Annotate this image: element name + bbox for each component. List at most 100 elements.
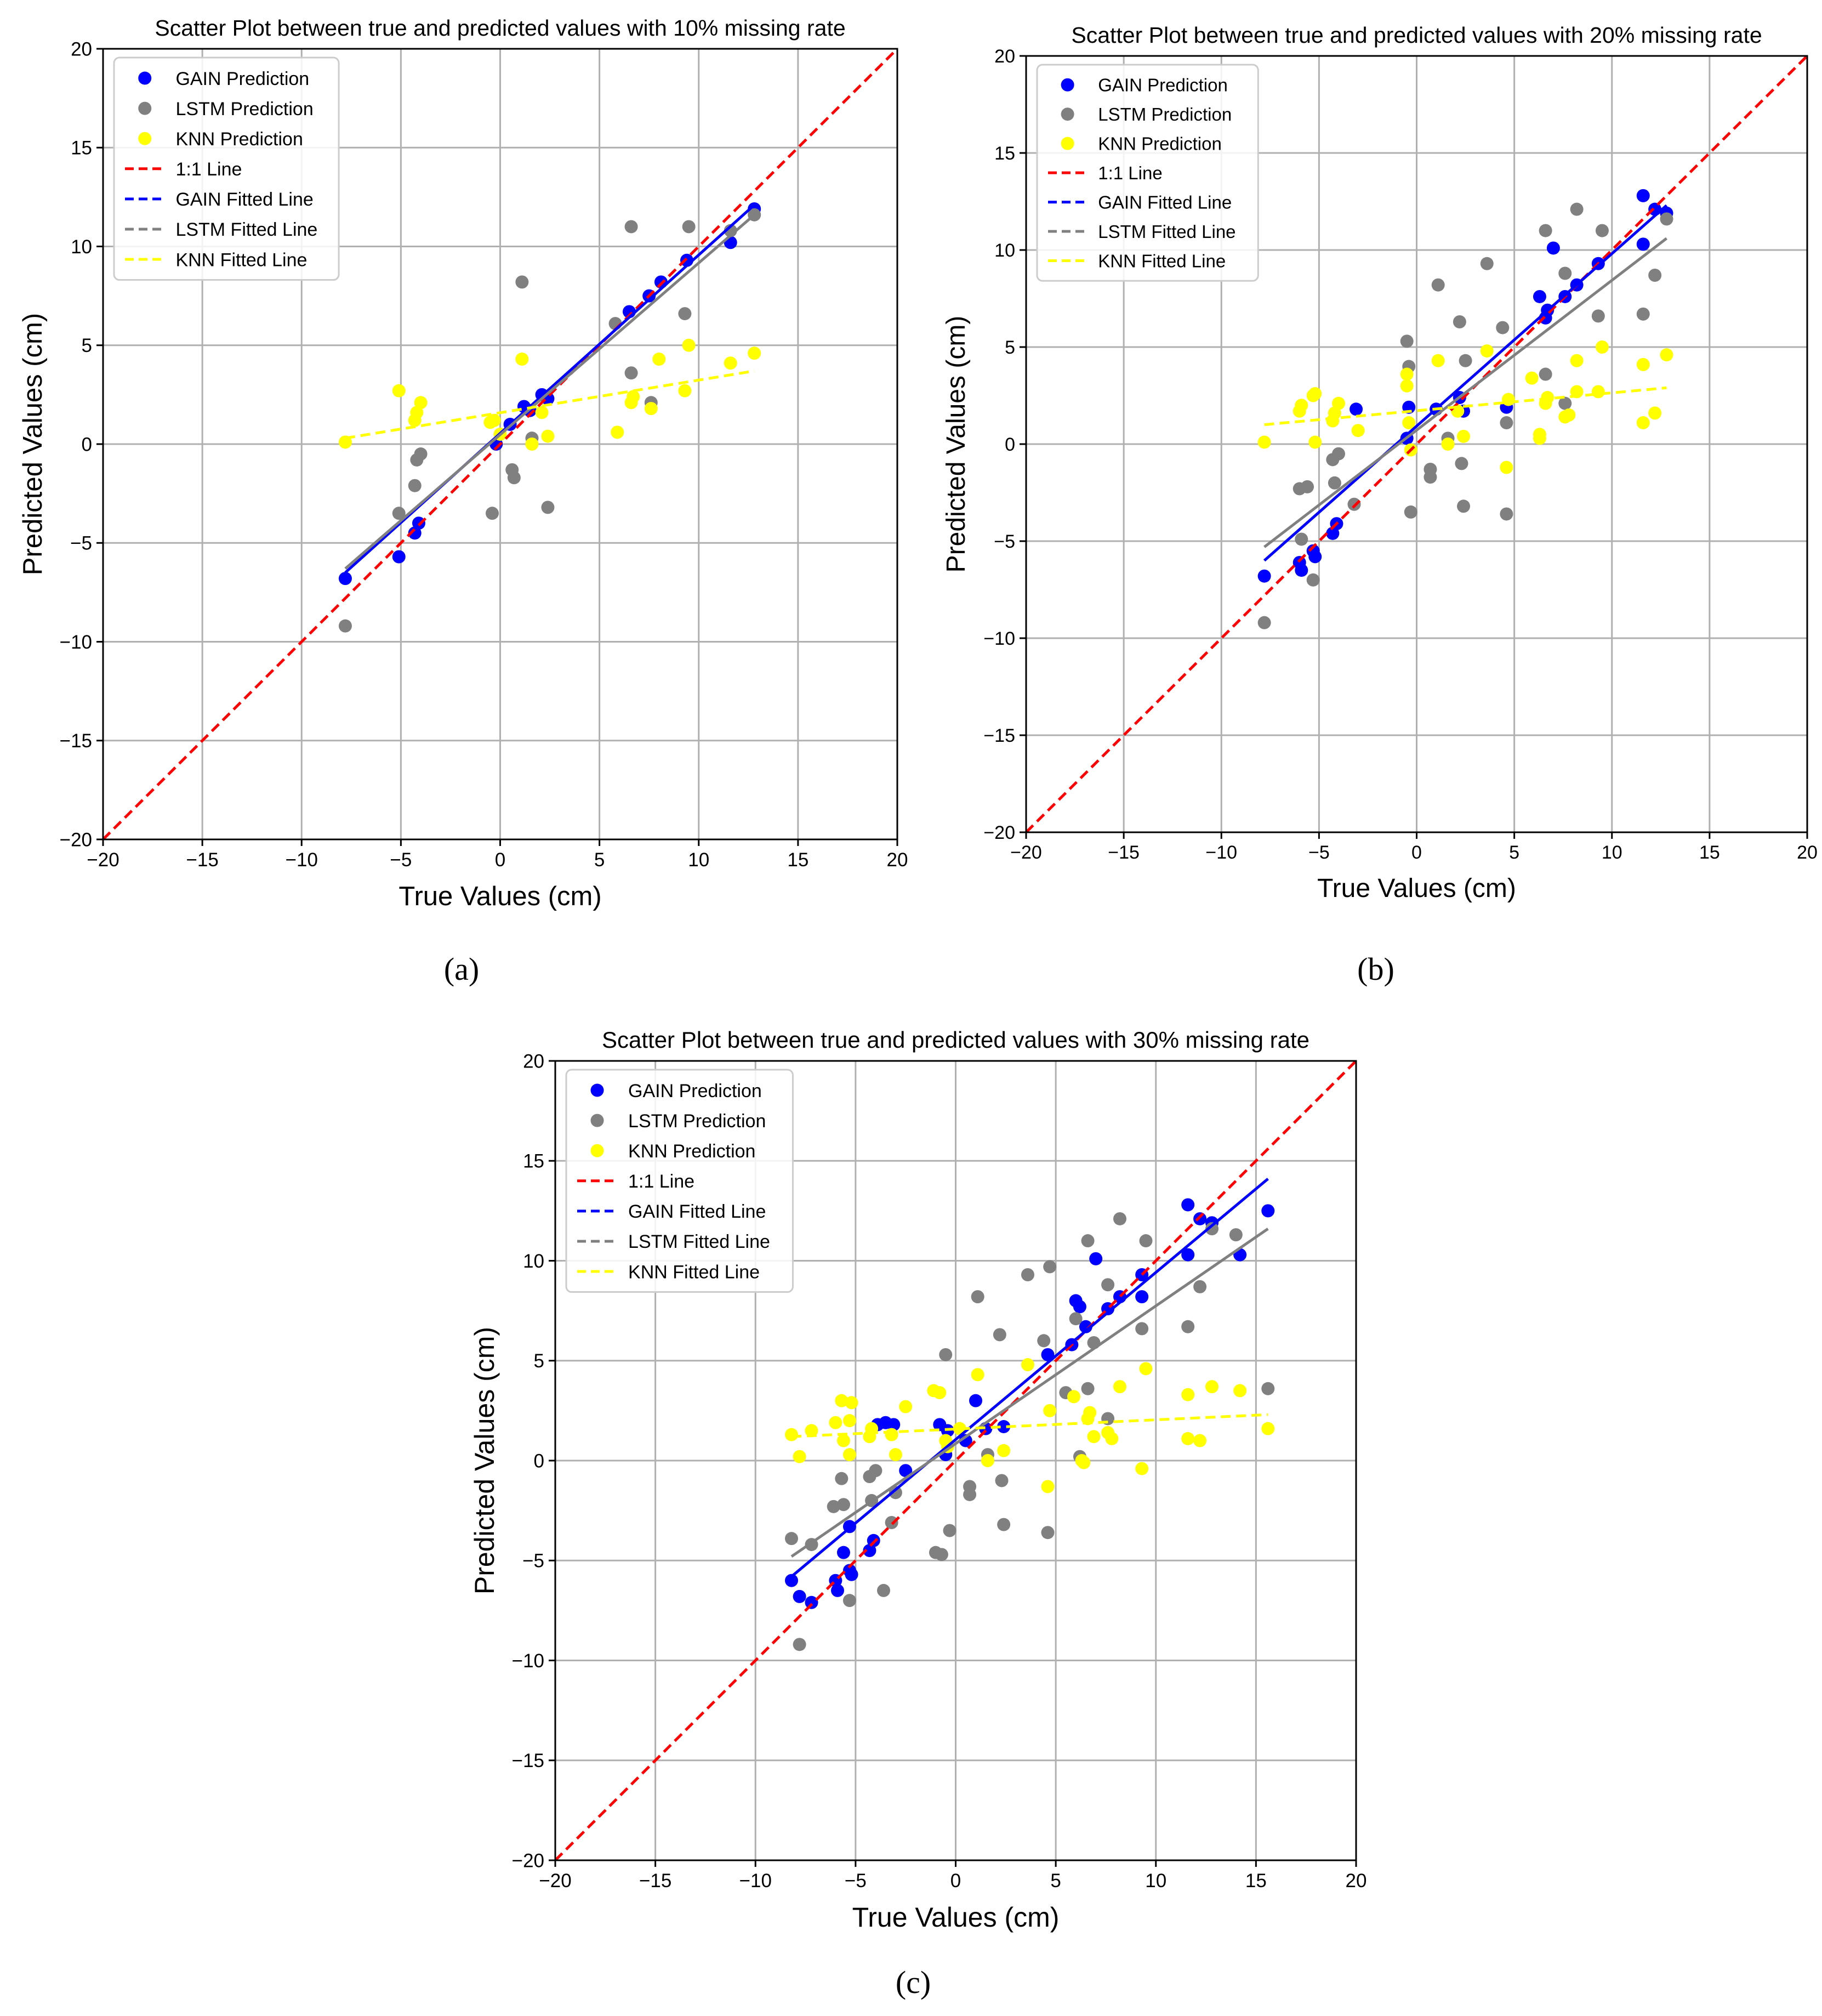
knn-prediction-point: [1067, 1390, 1080, 1404]
lstm-prediction-point: [1101, 1278, 1115, 1292]
legend-label: KNN Prediction: [1098, 134, 1222, 154]
y-tick-label: −5: [994, 531, 1015, 552]
knn-prediction-point: [1041, 1480, 1055, 1493]
knn-prediction-point: [1181, 1432, 1195, 1445]
panel-label-c: (c): [896, 1964, 931, 2000]
legend-label: LSTM Prediction: [628, 1111, 766, 1132]
gain-prediction-point: [1181, 1198, 1195, 1212]
gain-prediction-point: [899, 1464, 913, 1478]
lstm-prediction-point: [1595, 224, 1609, 237]
gain-prediction-point: [863, 1544, 876, 1558]
gain-prediction-point: [793, 1589, 806, 1603]
legend: GAIN Prediction LSTM Prediction KNN Predic…: [565, 1069, 794, 1293]
lstm-prediction-point: [1043, 1260, 1057, 1274]
knn-prediction-point: [1083, 1406, 1097, 1419]
y-tick-label: 20: [523, 1050, 544, 1072]
gain-prediction-point: [1135, 1290, 1149, 1304]
gain-prediction-point: [887, 1418, 901, 1432]
gain-prediction-point: [338, 572, 352, 586]
chart-title: Scatter Plot between true and predicted …: [602, 1027, 1309, 1053]
lstm-prediction-point: [682, 220, 696, 234]
lstm-prediction-point: [869, 1464, 882, 1478]
lstm-prediction-point: [935, 1548, 948, 1561]
data-layer: [555, 1061, 1356, 1860]
y-axis-label: Predicted Values (cm): [18, 313, 48, 575]
lstm-prediction-point: [836, 1498, 850, 1512]
panel-b: −20−20 −15 −15 −10 −10 −5 −5 0 0 5 5 10 10 15 15 20 20 Sc…: [942, 22, 1818, 903]
y-tick-label: 5: [1005, 337, 1015, 358]
x-tick-label: −10: [739, 1870, 772, 1892]
lstm-prediction-point: [1081, 1382, 1095, 1395]
knn-prediction-point: [1501, 393, 1515, 406]
knn-prediction-point: [1021, 1358, 1034, 1372]
legend: GAIN Prediction LSTM Prediction KNN Predic…: [113, 56, 340, 281]
knn-prediction-point: [1562, 408, 1576, 422]
knn-prediction-point: [1135, 1462, 1149, 1475]
lstm-prediction-point: [507, 471, 521, 485]
gain-prediction-point: [412, 516, 425, 530]
knn-prediction-point: [1595, 340, 1609, 354]
lstm-prediction-point: [1261, 1382, 1275, 1395]
x-tick-label: −20: [539, 1870, 571, 1892]
lstm-prediction-point: [1295, 532, 1308, 546]
x-tick-label: 20: [887, 849, 908, 871]
y-tick-label: 15: [523, 1151, 544, 1172]
gain-prediction-point: [1261, 1204, 1275, 1218]
x-tick-label: −5: [845, 1870, 867, 1892]
gain-prediction-point: [1350, 402, 1363, 416]
y-tick-label: −5: [70, 533, 92, 554]
x-tick-label: 5: [1050, 1870, 1061, 1892]
lstm-prediction-point: [1455, 457, 1468, 470]
knn-prediction-point: [845, 1396, 858, 1410]
lstm-prediction-point: [1181, 1320, 1195, 1333]
gain-prediction-point: [1533, 289, 1546, 303]
chart-title: Scatter Plot between true and predicted …: [1071, 22, 1762, 48]
legend-marker-gain-prediction: [1061, 78, 1074, 92]
knn-prediction-point: [1139, 1362, 1153, 1376]
y-tick-label: 20: [71, 38, 92, 60]
y-tick-label: 15: [994, 143, 1015, 164]
knn-prediction-point: [981, 1454, 994, 1467]
lstm-prediction-point: [678, 307, 692, 321]
x-axis-label: True Values (cm): [398, 882, 601, 911]
legend-marker-lstm-prediction: [138, 101, 152, 115]
legend: GAIN Prediction LSTM Prediction KNN Predic…: [1036, 64, 1259, 282]
y-tick-label: −15: [512, 1750, 544, 1771]
knn-prediction-point: [784, 1428, 798, 1441]
gain-prediction-point: [969, 1394, 983, 1407]
knn-prediction-point: [627, 390, 640, 404]
lstm-prediction-point: [624, 366, 638, 380]
lstm-prediction-point: [943, 1524, 956, 1537]
knn-prediction-point: [1181, 1388, 1195, 1401]
knn-prediction-point: [1077, 1456, 1091, 1469]
panel-label-a: (a): [444, 951, 479, 987]
knn-prediction-point: [724, 356, 737, 370]
lstm-prediction-point: [1558, 396, 1572, 410]
gain-prediction-point: [831, 1583, 845, 1597]
lstm-prediction-point: [939, 1348, 953, 1361]
gain-prediction-point: [1636, 237, 1650, 251]
lstm-prediction-point: [1135, 1322, 1149, 1336]
gain-prediction-point: [1636, 189, 1650, 202]
legend-marker-knn-prediction: [1061, 137, 1074, 150]
legend-label: GAIN Fitted Line: [628, 1201, 766, 1222]
lstm-prediction-point: [486, 507, 499, 520]
x-tick-label: −5: [390, 849, 412, 871]
gain-fitted-line: [1263, 204, 1668, 562]
gain-prediction-point: [1079, 1320, 1092, 1333]
lstm-prediction-point: [1113, 1212, 1127, 1225]
lstm-prediction-point: [1453, 315, 1466, 328]
legend-label: GAIN Fitted Line: [1098, 192, 1232, 212]
legend-box: [113, 56, 340, 281]
y-tick-label: −20: [983, 822, 1015, 843]
legend-label: 1:1 Line: [1098, 163, 1162, 183]
x-axis-label: True Values (cm): [852, 1902, 1060, 1933]
gain-fitted-line: [790, 1178, 1269, 1578]
gain-prediction-point: [845, 1568, 858, 1581]
lstm-prediction-point: [624, 220, 638, 234]
legend-label: LSTM Fitted Line: [1098, 222, 1235, 242]
lstm-prediction-point: [392, 507, 406, 520]
legend-label: GAIN Prediction: [628, 1081, 762, 1101]
lstm-prediction-point: [1328, 476, 1341, 490]
knn-fitted-line: [791, 1413, 1268, 1438]
